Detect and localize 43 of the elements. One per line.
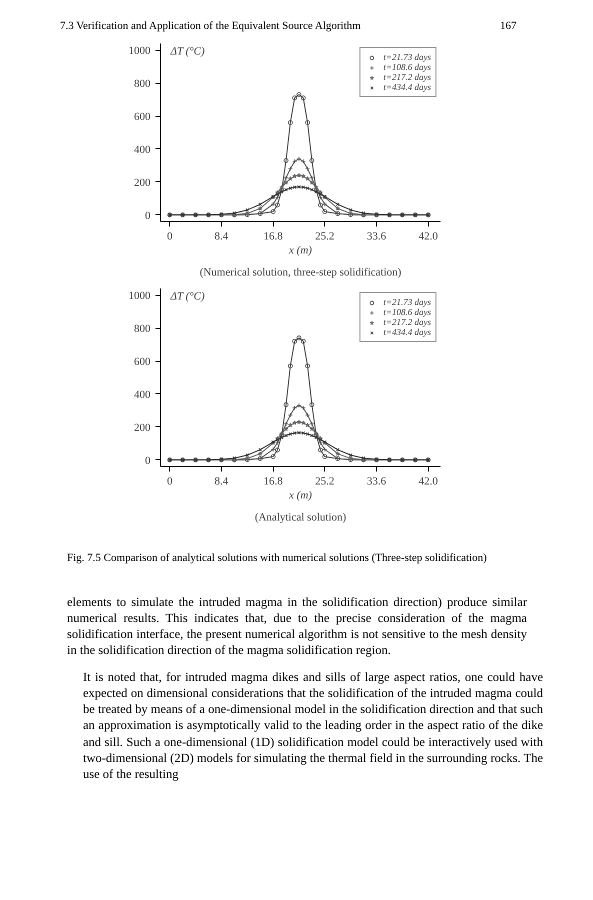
y-axis-title: ΔT (°C) bbox=[170, 290, 206, 303]
legend-label: t=217.2 days bbox=[383, 317, 431, 328]
y-tick-label: 0 bbox=[145, 210, 151, 222]
x-tick-label: 8.4 bbox=[214, 230, 229, 243]
y-tick-label: 1000 bbox=[128, 45, 151, 58]
legend-label: t=217.2 days bbox=[383, 72, 431, 82]
text: (Analytical solution) bbox=[254, 512, 347, 524]
y-tick-label: 800 bbox=[134, 323, 151, 336]
x-axis-title: x (m) bbox=[288, 244, 312, 257]
x-tick-label: 0 bbox=[166, 230, 173, 243]
y-tick-label: 400 bbox=[134, 144, 151, 156]
x-tick-label: 42.0 bbox=[418, 230, 438, 243]
x-tick-label: 33.6 bbox=[366, 230, 387, 243]
x-tick-label: 0 bbox=[166, 476, 173, 488]
text: 7.3 Verification and Application of the Equivalent Source Algorithm bbox=[60, 19, 361, 34]
x-tick-label: 25.2 bbox=[315, 476, 334, 488]
legend-label: t=108.6 days bbox=[383, 307, 431, 318]
x-axis-title: x (m) bbox=[288, 490, 312, 502]
legend-label: t=434.4 days bbox=[383, 327, 431, 338]
text: 167 bbox=[500, 19, 516, 34]
text: It is noted that, for intruded magma dikes and sills of large aspect ratios, one could have expected on dimensional considerations that the solidification of the intruded magma could be treated by means of a one-dimensional model in the solidification direction and that such an approximation is asymptotically valid to the leading order in the aspect ratio of the dike and sill. Such a one-dimensional (1D) solidification model could be interactively used with two-dimensional (2D) models for simulating the thermal field in the surrounding rocks. The use of the resulting bbox=[83, 668, 543, 782]
text: elements to simulate the intruded magma in the solidification direction) produce similar numerical results. This indicates that, due to the precise consideration of the magma solidification interface, the present numerical algorithm is not sensitive to the mesh density in the solidification direction of the magma solidification region. bbox=[67, 594, 527, 659]
y-tick-label: 400 bbox=[134, 389, 151, 402]
x-tick-label: 16.8 bbox=[263, 230, 284, 243]
legend-label: t=108.6 days bbox=[383, 62, 431, 72]
y-tick-label: 200 bbox=[134, 422, 151, 434]
y-axis-title: ΔT (°C) bbox=[170, 46, 206, 58]
y-tick-label: 200 bbox=[134, 177, 151, 190]
x-tick-label: 25.2 bbox=[315, 230, 334, 243]
legend-label: t=434.4 days bbox=[383, 82, 431, 92]
y-tick-label: 1000 bbox=[128, 290, 151, 302]
legend-label: t=21.73 days bbox=[383, 297, 431, 308]
x-tick-label: 8.4 bbox=[214, 476, 229, 488]
y-tick-label: 600 bbox=[134, 356, 151, 368]
text: (Numerical solution, three-step solidification) bbox=[200, 266, 402, 279]
caption: Fig. 7.5 Comparison of analytical solutions with numerical solutions (Three-step solidification) bbox=[67, 551, 487, 566]
y-tick-label: 0 bbox=[145, 455, 151, 468]
x-tick-label: 42.0 bbox=[418, 476, 438, 488]
x-tick-label: 33.6 bbox=[366, 476, 387, 488]
y-tick-label: 600 bbox=[134, 111, 151, 124]
x-tick-label: 16.8 bbox=[263, 476, 284, 488]
legend-label: t=21.73 days bbox=[383, 52, 431, 62]
y-tick-label: 800 bbox=[134, 78, 151, 90]
